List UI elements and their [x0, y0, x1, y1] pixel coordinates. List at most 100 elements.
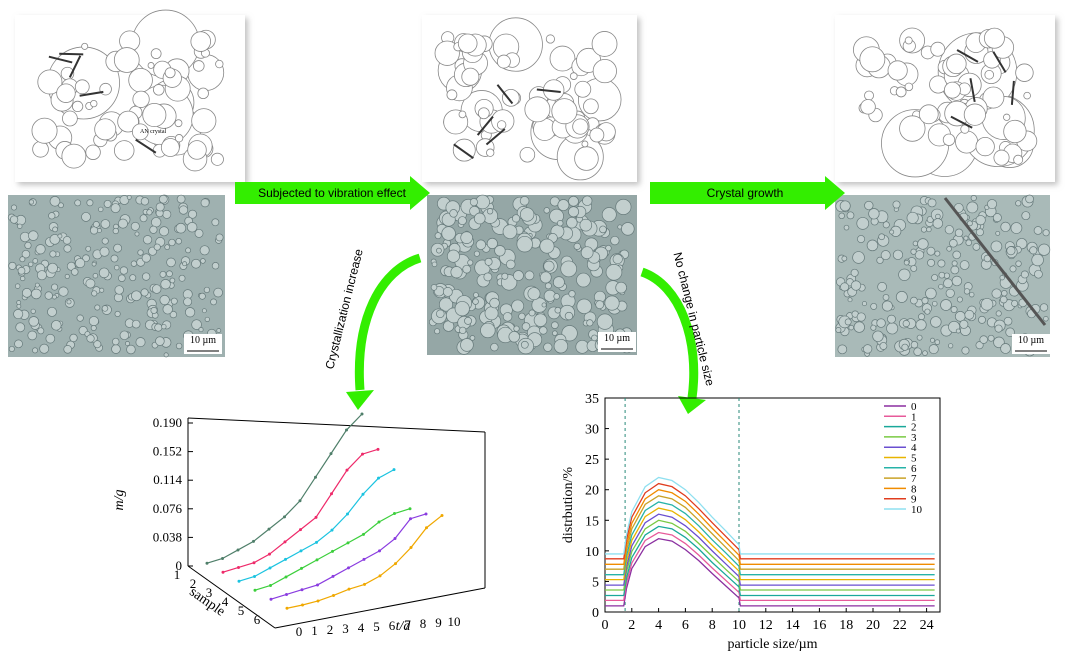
droplet [201, 199, 209, 207]
droplet [200, 246, 209, 255]
droplet [554, 339, 568, 353]
sketch-circle [191, 32, 211, 52]
sketch-circle [497, 55, 510, 68]
droplet [941, 300, 952, 311]
droplet [186, 248, 191, 253]
y-tick-label: 0.152 [153, 444, 182, 459]
droplet [935, 251, 940, 256]
droplet [971, 195, 976, 200]
droplet [951, 306, 957, 312]
droplet [517, 236, 533, 252]
droplet [987, 199, 996, 208]
droplet [102, 238, 108, 244]
droplet [487, 208, 493, 214]
droplet [520, 208, 534, 222]
droplet [214, 288, 223, 297]
droplet [911, 265, 917, 271]
x-tick-label: 24 [920, 618, 934, 633]
sketch-circle [486, 149, 494, 157]
droplet [52, 295, 56, 299]
droplet [86, 279, 95, 288]
droplet [443, 287, 452, 296]
droplet [127, 195, 131, 199]
point [299, 528, 302, 531]
sketch-circle [459, 111, 466, 118]
droplet [913, 241, 918, 246]
sketch-circle [573, 119, 588, 134]
y-tick-label: 30 [585, 423, 599, 438]
droplet [857, 235, 864, 242]
point [361, 453, 364, 456]
droplet [964, 289, 970, 295]
sketch-circle [955, 131, 977, 153]
droplet [1040, 304, 1048, 312]
droplet [70, 334, 78, 342]
point [206, 562, 209, 565]
droplet [933, 219, 943, 229]
sketch-circle [947, 54, 967, 74]
droplet [1044, 316, 1049, 321]
droplet [152, 285, 161, 294]
sketch-circle [114, 141, 134, 161]
point [394, 537, 397, 540]
droplet [431, 284, 437, 290]
droplet [911, 249, 916, 254]
droplet [184, 298, 192, 306]
sketch-circle [964, 104, 985, 125]
arrow-label: Subjected to vibration effect [258, 186, 407, 200]
droplet [474, 213, 485, 224]
droplet [514, 326, 520, 332]
droplet [922, 297, 928, 303]
point [331, 550, 334, 553]
sketch-circle [211, 153, 223, 165]
droplet [914, 348, 922, 356]
droplet [192, 259, 201, 268]
droplet [948, 344, 952, 348]
droplet [120, 331, 129, 340]
droplet [1032, 254, 1044, 266]
point [377, 448, 380, 451]
droplet [211, 299, 217, 305]
point [314, 476, 317, 479]
y-tick-label: 5 [592, 575, 599, 590]
droplet [980, 336, 988, 344]
droplet [202, 309, 206, 313]
droplet [77, 315, 84, 322]
sketch-circle [905, 37, 912, 44]
droplet [613, 254, 622, 263]
droplet [434, 329, 439, 334]
droplet [450, 210, 458, 218]
point [332, 594, 335, 597]
droplet [978, 316, 985, 323]
droplet [887, 323, 898, 334]
droplet [557, 220, 563, 226]
droplet [165, 245, 170, 250]
point [378, 549, 381, 552]
droplet [580, 219, 592, 231]
droplet [946, 289, 954, 297]
droplet [29, 200, 33, 204]
droplet [857, 217, 869, 229]
point [284, 558, 287, 561]
droplet [1016, 261, 1022, 267]
point [269, 584, 272, 587]
droplet [862, 301, 866, 305]
droplet [587, 320, 593, 326]
sketch-circle [550, 46, 575, 71]
sketch-circle [582, 141, 588, 147]
droplet [185, 308, 194, 317]
droplet [529, 310, 535, 316]
droplet [114, 244, 122, 252]
droplet [569, 196, 579, 206]
point [270, 598, 273, 601]
droplet [581, 247, 593, 259]
droplet [1000, 296, 1007, 303]
series-line [605, 490, 935, 565]
droplet [459, 327, 466, 334]
droplet [922, 351, 927, 356]
x-tick-label: 18 [839, 618, 853, 633]
droplet [568, 207, 578, 217]
point [347, 566, 350, 569]
droplet [95, 305, 100, 310]
point [284, 540, 287, 543]
